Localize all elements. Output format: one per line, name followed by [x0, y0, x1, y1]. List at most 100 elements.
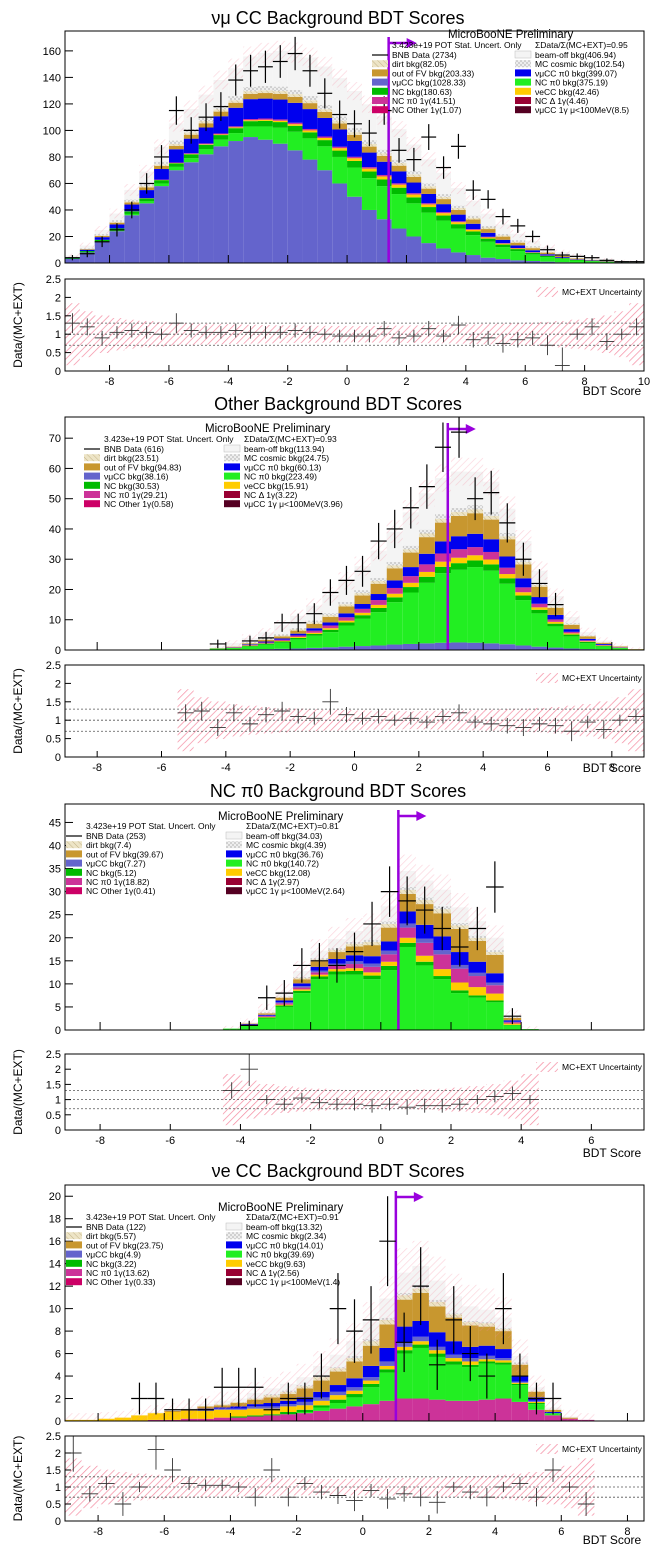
stack-bar-nc	[287, 125, 303, 132]
unc-legend-label: MC+EXT Uncertainty	[562, 673, 643, 683]
stack-bar-nuecc	[499, 574, 516, 579]
stack-bar-nuecc	[370, 604, 387, 608]
stack-bar-nc	[406, 197, 422, 204]
stack-bar-ccpi0	[139, 190, 155, 199]
y-tick-label: 120	[43, 99, 61, 111]
stack-bar-ccpi0	[290, 633, 307, 636]
ratio-uncertainty-band	[222, 1073, 241, 1126]
stack-bar-numucc	[347, 196, 362, 263]
stack-bar-ncpi01g	[280, 1414, 297, 1421]
stack-bar-nuecc	[483, 559, 500, 565]
legend-swatch	[224, 454, 240, 462]
stack-bar-ncpi0	[293, 993, 311, 1030]
stack-bar-nuecc	[306, 632, 323, 634]
mc-uncertainty-band	[478, 1288, 496, 1331]
data-mc-ratio-label: ΣData/Σ(MC+EXT)=0.93	[244, 434, 337, 444]
stack-bar-numucc	[495, 1358, 512, 1361]
stack-bar-nuecc	[376, 176, 392, 180]
stack-bar-numucc	[272, 143, 288, 263]
stack-bar-ccpi0	[595, 643, 612, 645]
stack-bar-nc	[379, 1369, 396, 1373]
x-tick-label: 0	[351, 762, 357, 774]
stack-bar-cosmic	[386, 561, 403, 566]
stack-bar-cosmic	[338, 601, 355, 605]
legend-swatch	[66, 1232, 82, 1240]
stack-bar-nuecc	[338, 620, 355, 623]
stack-bar-numucc	[391, 228, 407, 263]
stack-bar-outfv	[322, 617, 339, 623]
x-tick-label: -4	[226, 1526, 236, 1538]
x-tick-label: -6	[165, 1135, 175, 1147]
stack-bar-numucc	[433, 950, 451, 955]
stack-bar-nc	[198, 144, 214, 149]
x-tick-label: 8	[609, 762, 615, 774]
stack-bar-ncpi0	[328, 974, 346, 1030]
x-tick-label: 6	[522, 376, 528, 388]
legend-entry: νeCC bkg(42.46)	[535, 87, 599, 97]
stack-bar-ccpi0	[428, 1332, 446, 1347]
mc-uncertainty-band	[124, 184, 140, 196]
plot-frame	[64, 1184, 645, 1422]
stack-bar-nuecc	[391, 184, 407, 188]
stack-bar-nc	[243, 121, 258, 127]
stack-bar-ccpi0	[451, 214, 466, 222]
stack-bar-nuecc	[346, 1390, 363, 1395]
stack-bar-ncpi0	[595, 646, 612, 650]
legend-swatch	[66, 841, 82, 849]
mc-uncertainty-band	[222, 1025, 241, 1030]
stack-bar-nc	[531, 609, 548, 614]
stack-bar-cosmic	[168, 140, 184, 144]
mc-uncertainty-band	[332, 68, 348, 88]
x-tick-label: -8	[92, 762, 102, 774]
stack-bar-outfv	[525, 248, 541, 251]
x-tick-label: -2	[283, 376, 293, 388]
stack-bar-ncpi01g	[515, 587, 532, 593]
ratio-uncertainty-band	[164, 1475, 181, 1499]
unc-legend-swatch	[536, 1444, 558, 1454]
y-tick-label: 70	[49, 433, 61, 445]
stack-bar-ncpi0	[168, 166, 184, 171]
stack-bar-nc	[563, 634, 580, 637]
stack-bar-outfv	[274, 636, 291, 639]
stack-bar-ncpi01g	[296, 1413, 314, 1421]
stack-bar-dirt	[465, 217, 481, 220]
stack-bar-ncpi01g	[544, 1415, 562, 1421]
stack-bar-numucc	[379, 1361, 396, 1366]
stack-bar-nuecc	[380, 961, 399, 966]
stack-bar-nc	[467, 560, 484, 568]
stack-bar-ncpi0	[451, 228, 466, 253]
legend-entry: dirt bkg(5.57)	[86, 1231, 136, 1241]
x-tick-label: 8	[582, 376, 588, 388]
legend-entry: NC π0 1γ(18.82)	[86, 877, 150, 887]
stack-bar-numucc	[495, 259, 511, 263]
stack-bar-dirt	[380, 923, 399, 928]
stack-bar-outfv	[347, 134, 362, 141]
stack-bar-nuecc	[547, 621, 564, 624]
mc-uncertainty-band	[398, 854, 416, 888]
legend-swatch	[515, 69, 531, 77]
stack-bar-nc	[293, 990, 311, 994]
stack-bar-nuecc	[433, 969, 451, 977]
stack-bar-ncpi0	[346, 1397, 363, 1407]
y-axis-label-ratio: Data/(MC+EXT)	[11, 668, 25, 754]
stack-bar-ncpi01g	[338, 617, 355, 621]
stack-bar-outfv	[418, 537, 435, 554]
stack-bar-ncpi0	[495, 1364, 512, 1399]
x-tick-label: -8	[105, 376, 115, 388]
legend-swatch	[515, 97, 531, 104]
legend-swatch	[66, 850, 82, 858]
stack-bar-ccpi0	[406, 182, 422, 194]
ratio-y-tick-label: 0.5	[46, 348, 61, 360]
stack-bar-numucc	[525, 261, 541, 263]
stack-bar-nc	[415, 961, 434, 966]
stack-bar-ncpi0	[243, 126, 258, 138]
stack-bar-ccpi0	[346, 1378, 363, 1388]
stack-bar-cosmic	[354, 590, 371, 594]
stack-bar-nc	[346, 1394, 363, 1398]
stack-bar-nc	[434, 566, 451, 574]
x-tick-label: 0	[344, 376, 350, 388]
mc-uncertainty-band	[421, 152, 437, 167]
legend-entry: νμCC 1γ μ<100MeV(8.5)	[535, 105, 629, 115]
ratio-plot: 0 0.5 1 1.5 2 2.5 -8 -6 -4 -2 0 2 4 6 8 MC+EXT Uncertai…	[11, 660, 645, 775]
stack-bar-ncpi01g	[415, 942, 434, 956]
